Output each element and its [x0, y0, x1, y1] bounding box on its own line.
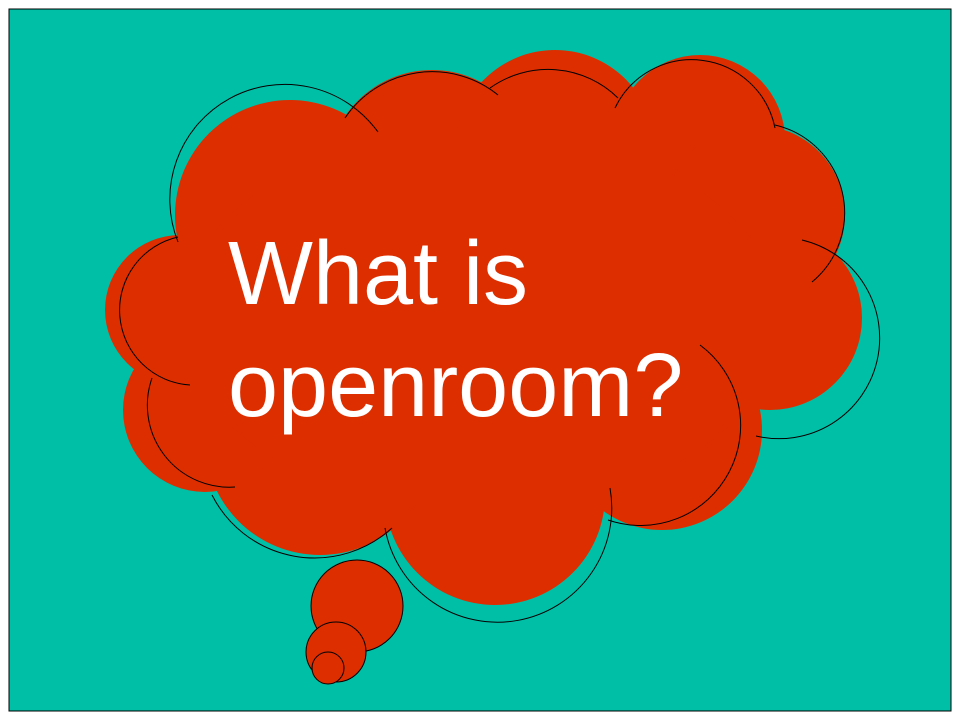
slide-title-line-2: openroom? [228, 336, 684, 436]
cloud-outline [119, 59, 881, 623]
slide-title-line-1: What is [228, 224, 529, 324]
thought-trail [305, 559, 404, 685]
trail-bubble-small [311, 651, 345, 685]
cloud-body [105, 50, 862, 605]
slide-title: What is openroom? [228, 218, 788, 442]
